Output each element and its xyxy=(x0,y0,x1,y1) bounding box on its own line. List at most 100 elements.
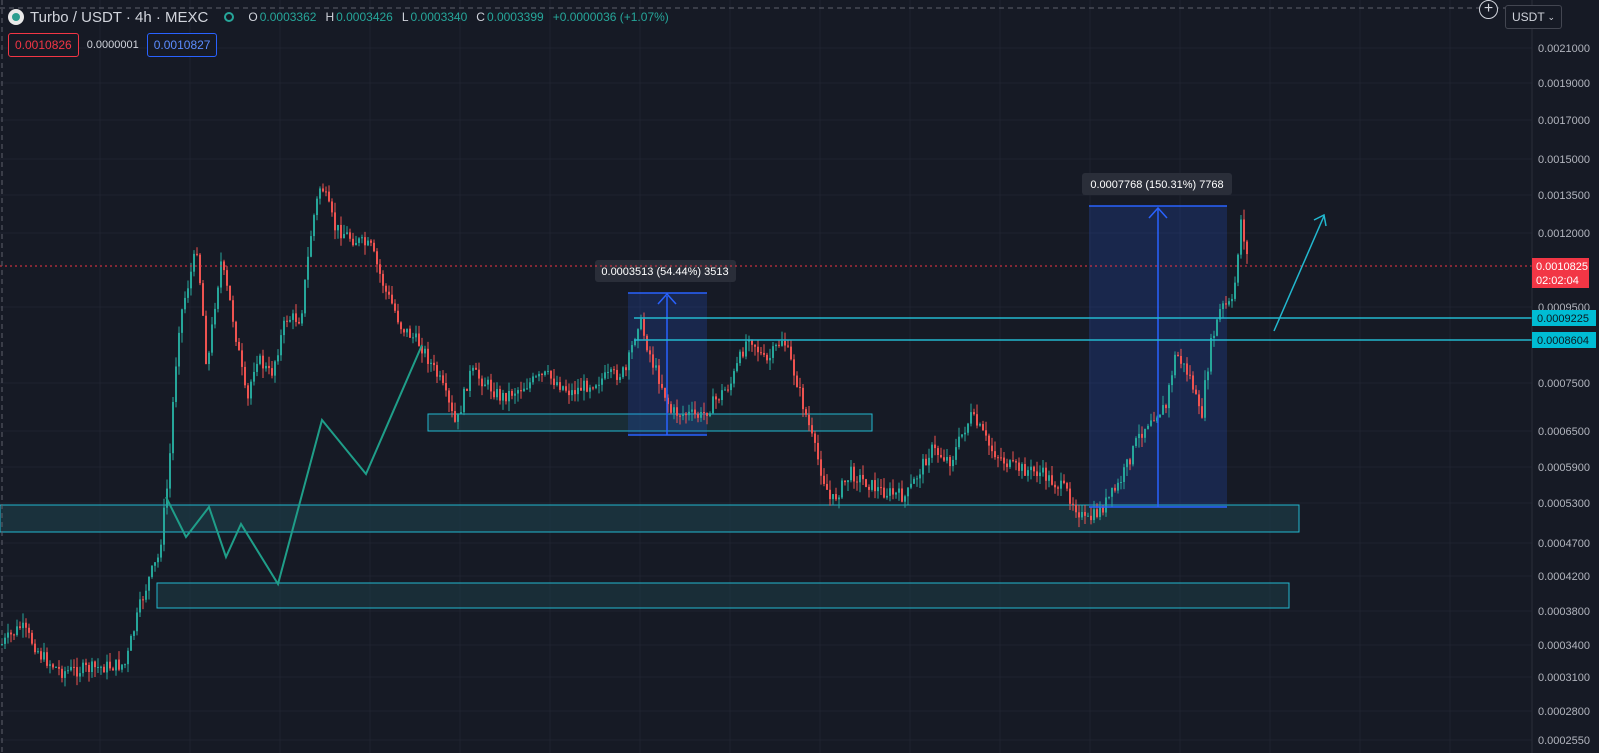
candle-body xyxy=(229,285,231,301)
candle-body xyxy=(1162,405,1164,415)
candle-body xyxy=(1228,301,1230,305)
add-symbol-button[interactable]: + xyxy=(1479,0,1498,19)
price-tick-label: 0.0015000 xyxy=(1538,154,1590,166)
candle-body xyxy=(1099,507,1101,517)
candle-body xyxy=(1114,487,1116,491)
candle-body xyxy=(118,659,120,670)
candle-body xyxy=(1171,375,1173,386)
candle-body xyxy=(586,380,588,392)
candle-body xyxy=(121,664,123,670)
candle-body xyxy=(40,651,42,660)
candle-body xyxy=(52,664,54,668)
measure-tool-2[interactable] xyxy=(1089,205,1227,508)
candle-body xyxy=(1078,512,1080,518)
candle-body xyxy=(1141,433,1143,438)
candle-body xyxy=(130,635,132,651)
candle-body xyxy=(97,667,99,669)
candle-body xyxy=(475,367,477,370)
candle-body xyxy=(718,399,720,401)
candle-body xyxy=(955,447,957,460)
current-price-value: 0.0010825 xyxy=(1536,261,1588,273)
candle-body xyxy=(64,671,66,678)
candle-body xyxy=(214,308,216,325)
symbol-title[interactable]: Turbo / USDT · 4h · MEXC xyxy=(30,8,209,26)
candle-body xyxy=(1129,459,1131,465)
candle-body xyxy=(334,212,336,231)
candle-body xyxy=(694,409,696,415)
sell-button[interactable]: 0.0010826 xyxy=(8,33,79,57)
price-axis[interactable]: 0.0021000 0.0019000 0.0017000 0.0015000 0.00… xyxy=(1531,0,1599,753)
candle-body xyxy=(385,285,387,292)
currency-select[interactable]: USDT ⌄ xyxy=(1505,5,1562,29)
candle-body xyxy=(1012,460,1014,462)
buy-button[interactable]: 0.0010827 xyxy=(146,33,218,57)
candle-body xyxy=(553,378,555,386)
candle-body xyxy=(1153,420,1155,422)
candle-body xyxy=(1069,488,1071,504)
candle-body xyxy=(61,668,63,678)
candle-body xyxy=(937,448,939,456)
candle-body xyxy=(850,466,852,481)
price-tick-label: 0.0007500 xyxy=(1538,378,1590,390)
candle-body xyxy=(724,389,726,391)
candle-body xyxy=(631,345,633,353)
zone-small[interactable] xyxy=(427,413,873,432)
candle-body xyxy=(1195,389,1197,395)
candle-body xyxy=(226,270,228,286)
candle-body xyxy=(571,390,573,396)
projection-arrow[interactable] xyxy=(1273,213,1327,332)
candle-body xyxy=(46,652,48,666)
candle-body xyxy=(907,487,909,497)
candle-body xyxy=(1210,338,1212,372)
candle-body xyxy=(532,376,534,383)
candle-body xyxy=(91,661,93,673)
candle-body xyxy=(727,389,729,391)
candle-body xyxy=(478,369,480,379)
candle-body xyxy=(1021,464,1023,471)
candle-body xyxy=(88,665,90,673)
candle-body xyxy=(985,430,987,436)
candle-body xyxy=(889,488,891,496)
zone-lower-large[interactable] xyxy=(156,582,1290,609)
candle-body xyxy=(649,350,651,355)
candle-body xyxy=(412,337,414,339)
candle-body xyxy=(7,632,9,638)
candle-body xyxy=(562,386,564,390)
candle-body xyxy=(739,351,741,364)
pattern-line[interactable] xyxy=(165,344,423,587)
candle-body xyxy=(922,458,924,475)
candle-body xyxy=(685,413,687,416)
market-status-icon[interactable] xyxy=(224,12,235,22)
level-2-badge xyxy=(1532,332,1596,348)
candle-body xyxy=(856,481,858,483)
candle-body xyxy=(346,232,348,234)
ohlc-high: H 0.0003426 xyxy=(325,10,393,24)
measure-tool-1[interactable] xyxy=(628,292,707,436)
candle-body xyxy=(784,340,786,346)
candle-body xyxy=(763,352,765,355)
candle-body xyxy=(1150,420,1152,426)
candle-body xyxy=(640,318,642,330)
candle-body xyxy=(517,390,519,394)
candle-body xyxy=(670,404,672,413)
price-tick-label: 0.0005300 xyxy=(1538,498,1590,510)
chart-grid xyxy=(0,0,1532,753)
candle-body xyxy=(1147,425,1149,429)
candle-body xyxy=(274,361,276,376)
candle-body xyxy=(436,365,438,377)
candle-body xyxy=(298,321,300,324)
candle-body xyxy=(1042,467,1044,473)
candle-body xyxy=(1045,467,1047,481)
candle-body xyxy=(637,329,639,341)
candle-body xyxy=(691,409,693,412)
candle-body xyxy=(175,366,177,402)
measure-label-1-text: 0.0003513 (54.44%) 3513 xyxy=(601,266,728,278)
candle-body xyxy=(439,375,441,377)
candle-body xyxy=(658,365,660,384)
candle-body xyxy=(610,369,612,372)
ohlc-open: O 0.0003362 xyxy=(248,10,317,24)
candle-body xyxy=(820,459,822,476)
zone-upper-large[interactable] xyxy=(0,504,1300,533)
candle-body xyxy=(832,494,834,500)
